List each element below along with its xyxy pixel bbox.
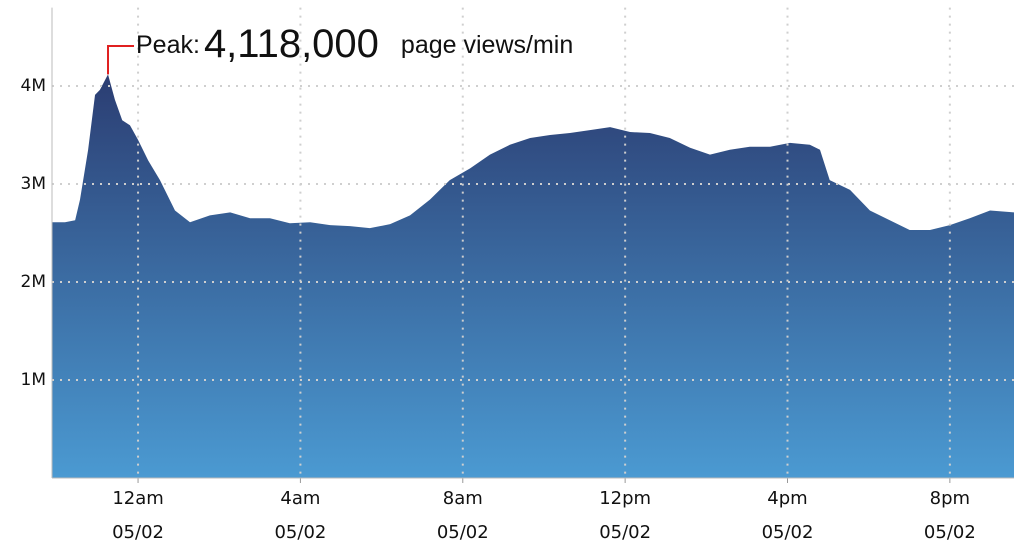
- peak-value: 4,118,000: [204, 22, 379, 66]
- peak-label: Peak: 4,118,000 page views/min: [136, 22, 573, 66]
- y-tick-label: 2M: [21, 272, 46, 292]
- x-tick-label: 8am 05/02: [436, 488, 489, 542]
- y-tick-label: 1M: [21, 370, 46, 390]
- y-tick-label: 4M: [21, 76, 46, 96]
- x-tick-label: 12am 05/02: [112, 488, 164, 542]
- x-tick-label: 4pm 05/02: [761, 488, 814, 542]
- peak-suffix: page views/min: [401, 31, 573, 59]
- area: [52, 74, 1014, 478]
- x-tick-label: 8pm 05/02: [923, 488, 976, 542]
- x-tick-label: 12pm 05/02: [599, 488, 652, 542]
- y-tick-label: 3M: [21, 174, 46, 194]
- peak-prefix: Peak:: [136, 31, 200, 59]
- peak-leader: [107, 45, 135, 75]
- x-tick-label: 4am 05/02: [274, 488, 327, 542]
